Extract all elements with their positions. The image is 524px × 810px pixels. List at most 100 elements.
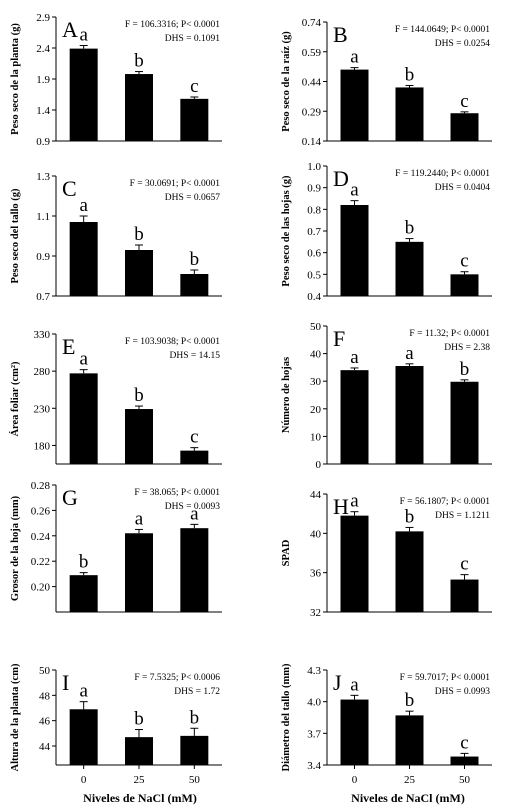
y-axis-label: Área foliar (cm²) bbox=[9, 361, 21, 437]
y-tick-label: 40 bbox=[310, 528, 322, 540]
y-tick-label: 1.3 bbox=[36, 171, 50, 183]
stat-f: F = 119.2440; P< 0.0001 bbox=[395, 169, 490, 179]
y-tick-label: 0.44 bbox=[302, 77, 322, 89]
y-tick-label: 50 bbox=[39, 665, 51, 677]
bar bbox=[180, 735, 209, 765]
y-axis-label: Número de hojas bbox=[281, 357, 292, 433]
panel-letter: E bbox=[62, 334, 75, 359]
bar bbox=[69, 222, 98, 296]
y-tick-label: 44 bbox=[39, 741, 51, 753]
bar bbox=[395, 241, 424, 296]
x-axis-label-right: Niveles de NaCl (mM) bbox=[351, 791, 465, 805]
significance-letter: b bbox=[460, 359, 470, 380]
y-tick-label: 0.24 bbox=[31, 531, 51, 543]
significance-letter: b bbox=[405, 218, 415, 239]
significance-letter: c bbox=[190, 427, 198, 448]
significance-letter: a bbox=[350, 347, 359, 368]
stat-f: F = 11.32; P< 0.0001 bbox=[409, 329, 490, 339]
stat-dhs: DHS = 0.0093 bbox=[165, 502, 220, 512]
x-axis-label-left: Niveles de NaCl (mM) bbox=[83, 791, 197, 805]
y-tick-label: 4.3 bbox=[307, 665, 321, 677]
bar bbox=[69, 709, 98, 765]
y-tick-label: 0.7 bbox=[307, 226, 321, 238]
bar bbox=[395, 87, 424, 141]
significance-letter: c bbox=[190, 76, 198, 97]
panel-g: 0.20 0.22 0.24 0.26 0.28 b a a G F = 38.065; P< 0… bbox=[10, 480, 222, 613]
y-tick-label: 0.4 bbox=[307, 291, 321, 303]
x-tick-label: 25 bbox=[404, 774, 416, 786]
panel-letter: I bbox=[62, 670, 69, 695]
y-tick-label: 4.0 bbox=[307, 697, 321, 709]
panels-layer: 0.9 1.4 1.9 2.4 2.9 a b c A F = 106.3316; P< 0.00… bbox=[9, 12, 492, 786]
x-tick-label: 50 bbox=[189, 774, 201, 786]
y-tick-label: 1.1 bbox=[36, 211, 50, 223]
significance-letter: c bbox=[460, 91, 468, 112]
panel-c: 0.7 0.9 1.1 1.3 a b b C F = 30.0691; P< 0.0001 DH… bbox=[10, 171, 222, 303]
stat-f: F = 56.1807; P< 0.0001 bbox=[400, 497, 491, 507]
panel-letter: D bbox=[333, 166, 349, 191]
y-axis-label: SPAD bbox=[281, 539, 292, 566]
bar bbox=[340, 515, 369, 612]
panel-h: 32 36 40 44 a b c H F = 56.1807; P< 0.0001 DHS = … bbox=[281, 489, 492, 619]
bar bbox=[180, 528, 209, 612]
significance-letter: a bbox=[190, 503, 199, 524]
y-tick-label: 0.20 bbox=[31, 582, 51, 594]
y-tick-label: 46 bbox=[39, 716, 51, 728]
y-tick-label: 0.9 bbox=[307, 183, 321, 195]
panel-d: 0.4 0.5 0.6 0.7 0.8 0.9 1.0 a b c D F = 119.2440; P… bbox=[281, 161, 492, 303]
y-tick-label: 330 bbox=[34, 329, 51, 341]
significance-letter: a bbox=[350, 180, 359, 201]
bar bbox=[450, 381, 479, 464]
y-tick-label: 0.22 bbox=[31, 556, 50, 568]
panel-b: 0.14 0.29 0.44 0.59 0.74 a b c B F = 144.0649; P<… bbox=[281, 17, 492, 148]
y-tick-label: 1.4 bbox=[36, 105, 50, 117]
stat-dhs: DHS = 2.38 bbox=[444, 343, 490, 353]
stat-dhs: DHS = 1.72 bbox=[174, 687, 220, 697]
significance-letter: a bbox=[135, 508, 144, 529]
y-tick-label: 0.74 bbox=[302, 17, 322, 29]
panel-letter: H bbox=[333, 494, 349, 519]
bar bbox=[395, 531, 424, 612]
y-tick-label: 0.29 bbox=[302, 106, 322, 118]
bar bbox=[340, 205, 369, 296]
significance-letter: c bbox=[460, 554, 468, 575]
significance-letter: b bbox=[134, 709, 144, 730]
stat-dhs: DHS = 1.1211 bbox=[435, 511, 490, 521]
stat-f: F = 106.3316; P< 0.0001 bbox=[125, 20, 220, 30]
significance-letter: a bbox=[79, 25, 88, 46]
significance-letter: b bbox=[134, 224, 144, 245]
panel-i: 44 46 48 50 a 0 b 25 b 50 I F = 7.5325; P< 0.0006 DH… bbox=[10, 663, 222, 786]
x-tick-label: 25 bbox=[134, 774, 146, 786]
bar bbox=[450, 756, 479, 765]
bar bbox=[69, 373, 98, 464]
x-tick-label: 50 bbox=[459, 774, 471, 786]
y-tick-label: 3.7 bbox=[307, 728, 321, 740]
bar bbox=[450, 113, 479, 141]
y-axis-label: Grosor de la hoja (mm) bbox=[10, 495, 21, 601]
panel-letter: C bbox=[62, 176, 77, 201]
y-axis-label: Altura de la planta (cm) bbox=[10, 663, 21, 771]
y-tick-label: 30 bbox=[310, 376, 322, 388]
y-tick-label: 1.9 bbox=[36, 74, 50, 86]
y-tick-label: 10 bbox=[310, 431, 322, 443]
bar bbox=[340, 699, 369, 765]
y-tick-label: 0.26 bbox=[31, 505, 51, 517]
stat-f: F = 59.7017; P< 0.0001 bbox=[400, 673, 491, 683]
significance-letter: b bbox=[190, 249, 200, 270]
significance-letter: b bbox=[405, 690, 415, 711]
bar bbox=[340, 69, 369, 141]
panel-letter: A bbox=[62, 17, 78, 42]
bar bbox=[69, 48, 98, 142]
x-tick-label: 0 bbox=[352, 774, 358, 786]
significance-letter: a bbox=[350, 491, 359, 512]
y-tick-label: 0 bbox=[316, 459, 322, 471]
stat-dhs: DHS = 0.1091 bbox=[165, 34, 220, 44]
y-tick-label: 0.59 bbox=[302, 47, 322, 59]
stat-dhs: DHS = 0.0993 bbox=[435, 687, 490, 697]
stat-f: F = 30.0691; P< 0.0001 bbox=[130, 179, 221, 189]
y-tick-label: 48 bbox=[39, 690, 51, 702]
y-tick-label: 0.5 bbox=[307, 269, 321, 281]
bar bbox=[125, 74, 153, 141]
significance-letter: a bbox=[79, 195, 88, 216]
